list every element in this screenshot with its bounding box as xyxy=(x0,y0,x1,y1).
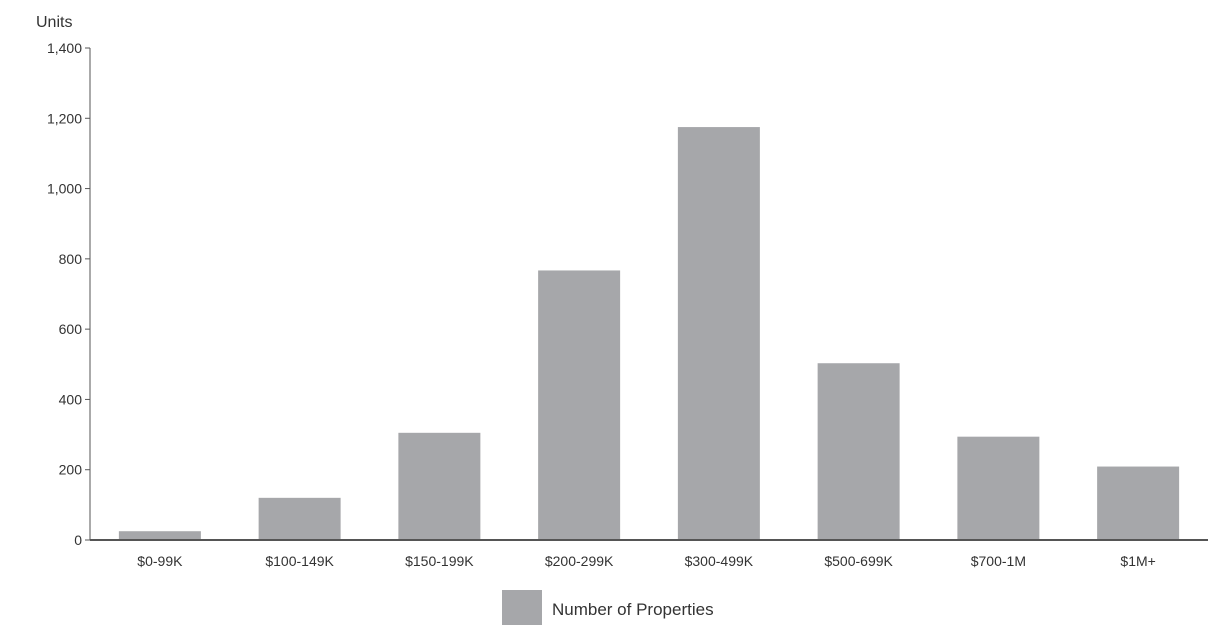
x-axis: $0-99K $100-149K $150-199K $200-299K $300-49… xyxy=(90,539,1208,569)
bar-6 xyxy=(957,436,1040,540)
legend-swatch xyxy=(502,590,542,625)
bars xyxy=(118,127,1180,541)
y-tick-label: 1,000 xyxy=(47,181,82,197)
x-tick-label: $500-699K xyxy=(824,553,893,569)
x-tick-label: $0-99K xyxy=(137,553,183,569)
bar-0 xyxy=(118,531,201,540)
x-tick-label: $150-199K xyxy=(405,553,474,569)
bar-3 xyxy=(538,270,621,540)
y-tick-label: 0 xyxy=(74,532,82,548)
x-tick-label: $300-499K xyxy=(685,553,754,569)
bar-4 xyxy=(677,127,760,541)
bar-1 xyxy=(258,497,341,540)
x-tick-label: $100-149K xyxy=(265,553,334,569)
legend-label: Number of Properties xyxy=(552,600,714,619)
y-tick-label: 800 xyxy=(59,251,83,267)
y-axis-title: Units xyxy=(36,14,72,31)
legend: Number of Properties xyxy=(502,590,714,625)
y-tick-label: 1,200 xyxy=(47,110,82,126)
x-tick-label: $1M+ xyxy=(1120,553,1155,569)
y-tick-label: 1,400 xyxy=(47,40,82,56)
bar-7 xyxy=(1097,466,1180,540)
y-tick-label: 200 xyxy=(59,462,83,478)
x-tick-label: $200-299K xyxy=(545,553,614,569)
y-tick-label: 600 xyxy=(59,321,83,337)
x-tick-label: $700-1M xyxy=(971,553,1026,569)
bar-5 xyxy=(817,363,900,540)
bar-2 xyxy=(398,432,481,540)
y-axis: 0 200 400 600 800 1,000 1,200 1,400 xyxy=(47,40,91,548)
y-tick-label: 400 xyxy=(59,391,83,407)
